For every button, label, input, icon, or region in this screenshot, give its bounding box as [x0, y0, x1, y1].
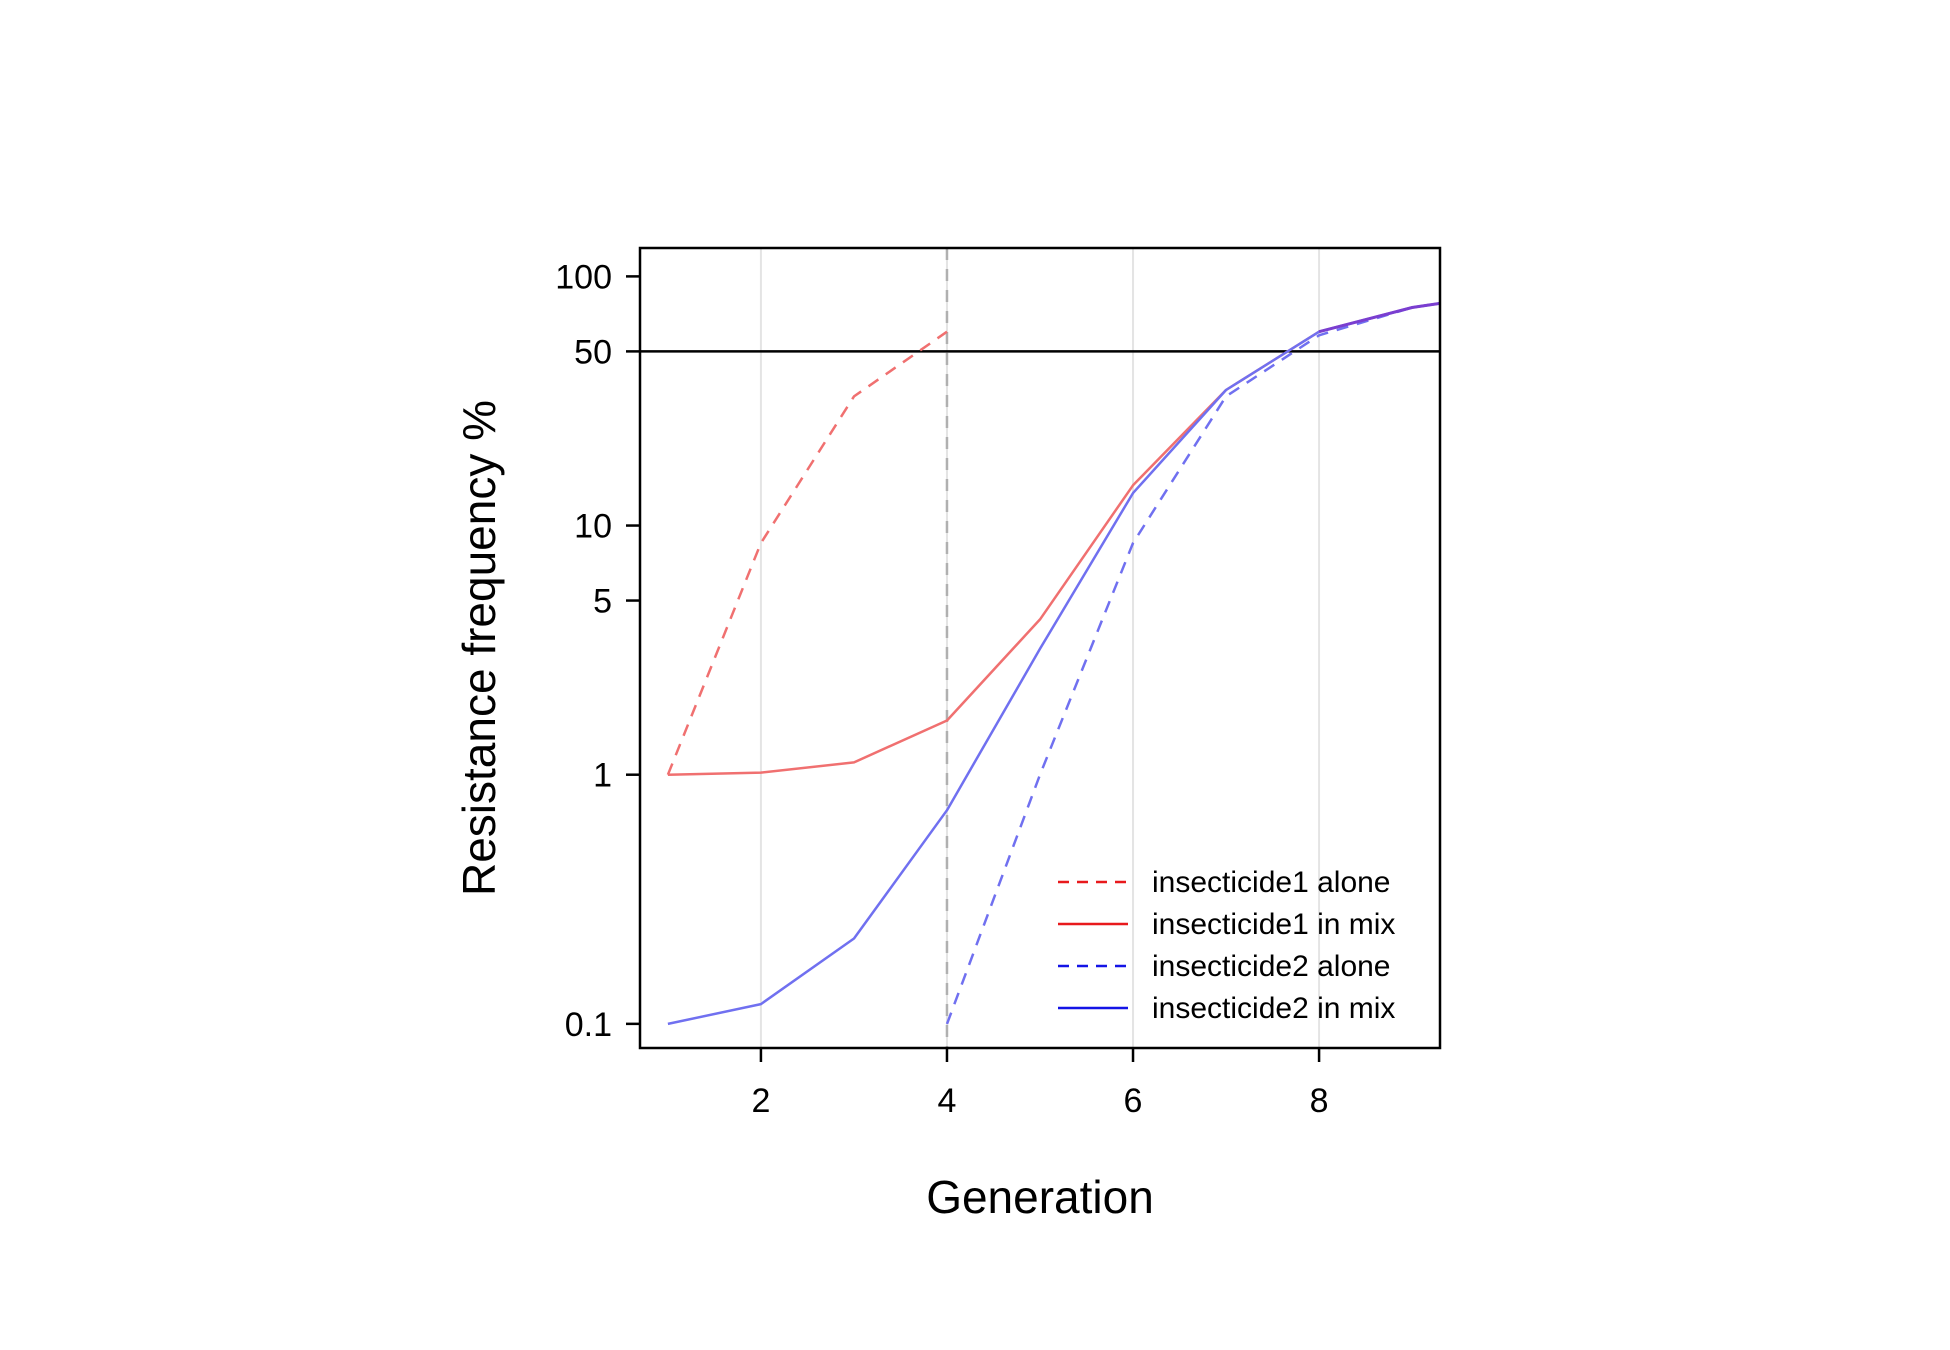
x-tick-label: 6: [1124, 1082, 1143, 1120]
legend-label-4: insecticide2 in mix: [1152, 992, 1395, 1025]
y-tick-label: 0.1: [565, 1006, 612, 1044]
legend: insecticide1 alone insecticide1 in mix ins…: [1058, 866, 1395, 1025]
series-overlap-line: [1318, 301, 1440, 334]
legend-label-2: insecticide1 in mix: [1152, 908, 1395, 941]
x-tick-label: 2: [751, 1082, 770, 1120]
legend-label-1: insecticide1 alone: [1152, 866, 1391, 899]
legend-label-3: insecticide2 alone: [1152, 950, 1391, 983]
series-line-2: [667, 302, 1440, 776]
axes: 2 4 6 8 0.1 1 5 10 50 100: [555, 258, 1328, 1120]
series-line-1: [666, 330, 948, 776]
series-layer: [666, 301, 1440, 1026]
y-tick-label: 10: [574, 508, 612, 546]
y-tick-label: 50: [574, 333, 612, 371]
reference-lines: [640, 248, 1440, 1048]
x-axis-title: Generation: [926, 1171, 1154, 1223]
y-tick-label: 100: [555, 258, 612, 296]
x-tick-label: 8: [1310, 1082, 1329, 1120]
plot-frame: [638, 246, 1442, 1050]
y-axis-title: Resistance frequency %: [453, 400, 505, 896]
y-tick-label: 1: [593, 757, 612, 795]
x-tick-label: 4: [938, 1082, 957, 1120]
y-tick-label: 5: [593, 583, 612, 621]
